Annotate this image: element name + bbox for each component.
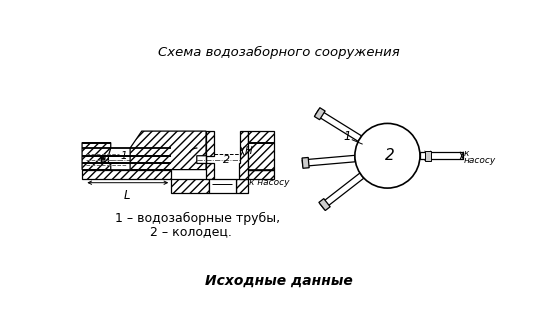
Bar [425, 151, 431, 161]
Polygon shape [239, 131, 248, 179]
Polygon shape [235, 179, 248, 193]
Text: 2: 2 [223, 155, 230, 165]
Polygon shape [302, 155, 355, 166]
Polygon shape [130, 131, 206, 170]
Bar [209, 179, 235, 193]
Text: 1 – водозаборные трубы,: 1 – водозаборные трубы, [114, 212, 280, 225]
Polygon shape [82, 143, 111, 170]
Bar [420, 152, 463, 159]
Text: к: к [463, 149, 469, 158]
Text: 1: 1 [120, 151, 127, 161]
Circle shape [355, 123, 420, 188]
Polygon shape [248, 131, 274, 170]
Text: 2: 2 [385, 148, 395, 163]
Polygon shape [248, 170, 274, 179]
Polygon shape [171, 179, 209, 193]
Polygon shape [206, 131, 214, 179]
Polygon shape [82, 170, 171, 179]
Polygon shape [314, 108, 325, 120]
Text: H: H [245, 146, 252, 156]
Text: Исходные данные: Исходные данные [205, 273, 353, 288]
Text: 2 – колодец.: 2 – колодец. [149, 225, 232, 238]
Text: 1: 1 [343, 130, 351, 143]
Text: к насосу: к насосу [250, 178, 290, 187]
Text: L: L [123, 189, 130, 202]
Polygon shape [316, 109, 361, 141]
Polygon shape [320, 173, 364, 209]
Text: Схема водозаборного сооружения: Схема водозаборного сооружения [158, 46, 400, 60]
Polygon shape [319, 199, 330, 211]
Polygon shape [302, 158, 309, 168]
Text: насосу: насосу [463, 156, 495, 165]
